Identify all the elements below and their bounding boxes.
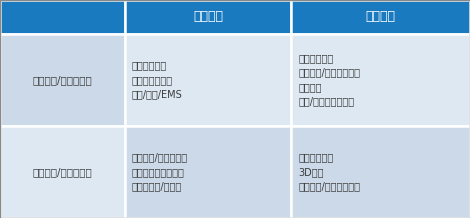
Text: 虚拟现实/沉浸式显示
虚拟现实训练模拟器
遥控无人机/机器人: 虚拟现实/沉浸式显示 虚拟现实训练模拟器 遥控无人机/机器人: [132, 153, 188, 191]
FancyBboxPatch shape: [0, 126, 125, 218]
Text: 增强现实游戏
智能手机/平板电脑配件
智能眼镜
运动/户外活动监视器: 增强现实游戏 智能手机/平板电脑配件 智能眼镜 运动/户外活动监视器: [298, 53, 360, 106]
Text: 增强现实/透视式显示: 增强现实/透视式显示: [32, 75, 92, 85]
FancyBboxPatch shape: [291, 126, 470, 218]
FancyBboxPatch shape: [0, 34, 125, 126]
FancyBboxPatch shape: [291, 0, 470, 34]
Text: 虚拟现实/沉浸式显示: 虚拟现实/沉浸式显示: [32, 167, 92, 177]
FancyBboxPatch shape: [125, 126, 291, 218]
FancyBboxPatch shape: [0, 0, 125, 34]
Text: 仓库库存管理
设备维修和组装
警察/消防/EMS: 仓库库存管理 设备维修和组装 警察/消防/EMS: [132, 60, 182, 99]
FancyBboxPatch shape: [291, 34, 470, 126]
Text: 虚拟现实游戏
3D游戏
智能手机/平板电脑配件: 虚拟现实游戏 3D游戏 智能手机/平板电脑配件: [298, 153, 360, 191]
FancyBboxPatch shape: [125, 0, 291, 34]
Text: 消费电子: 消费电子: [366, 10, 396, 23]
FancyBboxPatch shape: [125, 34, 291, 126]
Text: 工业领域: 工业领域: [193, 10, 223, 23]
